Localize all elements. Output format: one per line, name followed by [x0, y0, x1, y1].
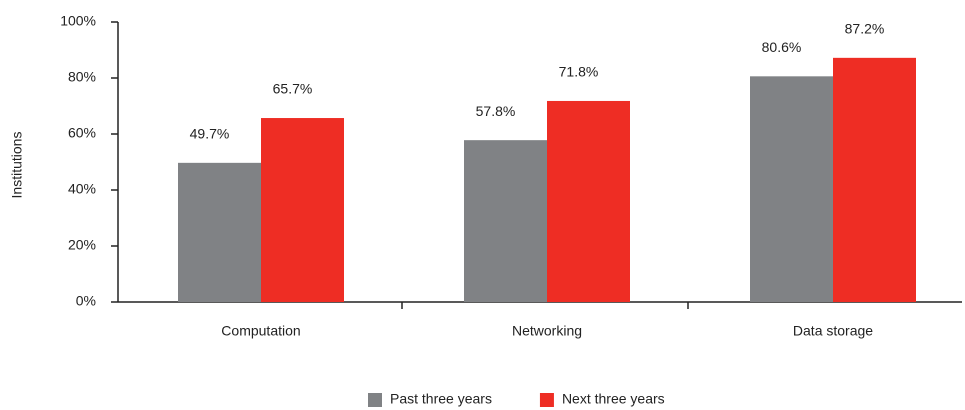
x-tick-label: Networking	[512, 323, 582, 339]
bar	[833, 57, 916, 303]
bar	[750, 76, 833, 302]
legend-swatch	[539, 393, 554, 407]
y-tick-label: 40%	[68, 181, 96, 197]
value-label: 87.2%	[845, 21, 885, 37]
y-tick-label: 100%	[60, 13, 96, 29]
legend-label: Past three years	[390, 391, 492, 407]
value-label: 57.8%	[476, 103, 516, 119]
bar	[547, 100, 630, 303]
x-tick-label: Computation	[221, 323, 300, 339]
y-tick-label: 80%	[68, 69, 96, 85]
y-tick-label: 60%	[68, 125, 96, 141]
bar	[261, 118, 344, 302]
legend-swatch	[368, 393, 382, 407]
value-label: 49.7%	[190, 126, 230, 142]
bar	[464, 140, 547, 302]
y-tick-label: 20%	[68, 237, 96, 253]
value-label: 80.6%	[762, 39, 802, 55]
x-tick-label: Data storage	[793, 323, 873, 339]
y-tick-label: 0%	[76, 293, 96, 309]
value-label: 65.7%	[273, 81, 313, 97]
y-axis-label: Institutions	[9, 132, 25, 199]
legend-label: Next three years	[562, 391, 665, 407]
value-label: 71.8%	[559, 64, 599, 80]
bar	[178, 162, 261, 302]
